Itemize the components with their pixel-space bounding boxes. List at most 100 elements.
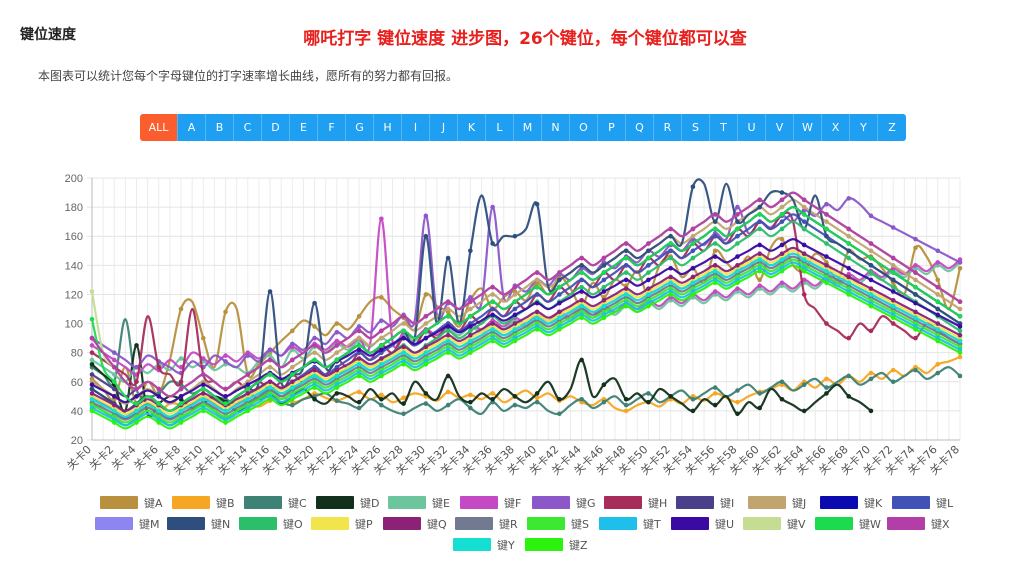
legend-label[interactable]: 键E: [432, 496, 450, 510]
data-point: [712, 263, 718, 268]
legend-label[interactable]: 键P: [355, 517, 373, 531]
data-point: [178, 394, 184, 399]
data-point: [801, 257, 807, 262]
legend-label[interactable]: 键H: [648, 496, 667, 510]
data-point: [512, 338, 518, 344]
series-line-键P: [91, 249, 961, 415]
data-point: [890, 321, 896, 326]
key-button-x[interactable]: X: [822, 114, 850, 141]
key-button-g[interactable]: G: [346, 114, 374, 141]
key-button-c[interactable]: C: [234, 114, 262, 141]
legend-swatch-键F: [460, 496, 498, 509]
legend-label[interactable]: 键M: [139, 517, 160, 531]
legend-label[interactable]: 键K: [864, 496, 883, 510]
key-button-j[interactable]: J: [430, 114, 458, 141]
legend-label[interactable]: 键B: [216, 496, 235, 510]
data-point: [468, 392, 473, 398]
data-point: [668, 280, 673, 286]
key-button-q[interactable]: Q: [626, 114, 654, 141]
legend-label[interactable]: 键L: [936, 496, 954, 510]
key-button-m[interactable]: M: [514, 114, 542, 141]
data-point: [690, 241, 696, 246]
key-button-d[interactable]: D: [262, 114, 290, 141]
legend-label[interactable]: 键S: [571, 517, 589, 531]
data-point: [801, 292, 807, 297]
data-point: [579, 303, 584, 309]
legend-label[interactable]: 键G: [576, 496, 596, 510]
legend-label[interactable]: 键Z: [569, 538, 588, 552]
data-point: [89, 408, 95, 414]
key-button-i[interactable]: I: [402, 114, 430, 141]
data-point: [334, 343, 340, 348]
legend-label[interactable]: 键Y: [497, 538, 515, 552]
legend-label[interactable]: 键I: [720, 496, 734, 510]
legend-label[interactable]: 键T: [643, 517, 661, 531]
data-point: [356, 405, 362, 411]
legend-label[interactable]: 键A: [144, 496, 163, 510]
data-point: [401, 401, 406, 406]
key-button-v[interactable]: V: [766, 114, 794, 141]
key-button-l[interactable]: L: [486, 114, 514, 141]
key-button-y[interactable]: Y: [850, 114, 878, 141]
key-button-n[interactable]: N: [542, 114, 570, 141]
data-point: [312, 324, 317, 329]
legend-label[interactable]: 键O: [283, 517, 303, 531]
data-point: [267, 385, 273, 390]
data-point: [690, 280, 696, 286]
legend-label[interactable]: 键X: [931, 517, 950, 531]
data-point: [290, 341, 295, 347]
key-button-b[interactable]: B: [206, 114, 234, 141]
data-point: [735, 388, 740, 393]
data-point: [379, 396, 384, 402]
key-button-r[interactable]: R: [654, 114, 682, 141]
key-button-a[interactable]: A: [178, 114, 206, 141]
data-point: [601, 382, 607, 387]
key-button-w[interactable]: W: [794, 114, 822, 141]
data-point: [445, 306, 451, 312]
data-point: [579, 270, 584, 275]
key-button-u[interactable]: U: [738, 114, 766, 141]
key-button-e[interactable]: E: [290, 114, 318, 141]
legend-label[interactable]: 键R: [499, 517, 518, 531]
key-button-t[interactable]: T: [710, 114, 738, 141]
key-button-s[interactable]: S: [682, 114, 710, 141]
legend-label[interactable]: 键U: [715, 517, 734, 531]
data-point: [534, 309, 540, 315]
data-point: [712, 289, 718, 294]
data-point: [735, 219, 740, 224]
series-line-键R: [91, 255, 961, 421]
legend-label[interactable]: 键C: [288, 496, 307, 510]
data-point: [423, 292, 429, 297]
data-point: [423, 362, 429, 367]
key-button-p[interactable]: P: [598, 114, 626, 141]
data-point: [824, 241, 829, 246]
legend-label[interactable]: 键J: [792, 496, 806, 510]
legend-label[interactable]: 键D: [360, 496, 379, 510]
x-tick-label: 关卡4: [108, 442, 138, 472]
y-tick-label: 180: [65, 202, 83, 214]
y-tick-label: 40: [71, 406, 83, 418]
legend-swatch-键M: [95, 517, 133, 530]
data-point: [757, 251, 762, 256]
data-point: [512, 292, 518, 297]
legend-label[interactable]: 键V: [787, 517, 806, 531]
data-point: [779, 236, 785, 242]
data-point: [690, 248, 696, 254]
key-button-z[interactable]: Z: [878, 114, 906, 141]
legend-label[interactable]: 键W: [859, 517, 881, 531]
legend-label[interactable]: 键N: [211, 517, 230, 531]
key-button-all[interactable]: ALL: [140, 114, 178, 141]
data-point: [935, 260, 941, 265]
key-button-f[interactable]: F: [318, 114, 346, 141]
key-button-h[interactable]: H: [374, 114, 402, 141]
key-button-k[interactable]: K: [458, 114, 486, 141]
legend-label[interactable]: 键Q: [427, 517, 447, 531]
data-point: [557, 411, 562, 417]
data-point: [423, 213, 429, 219]
data-point: [913, 277, 918, 283]
data-point: [534, 292, 540, 297]
data-point: [646, 286, 651, 291]
legend-label[interactable]: 键F: [504, 496, 521, 510]
key-button-o[interactable]: O: [570, 114, 598, 141]
data-point: [379, 356, 384, 361]
